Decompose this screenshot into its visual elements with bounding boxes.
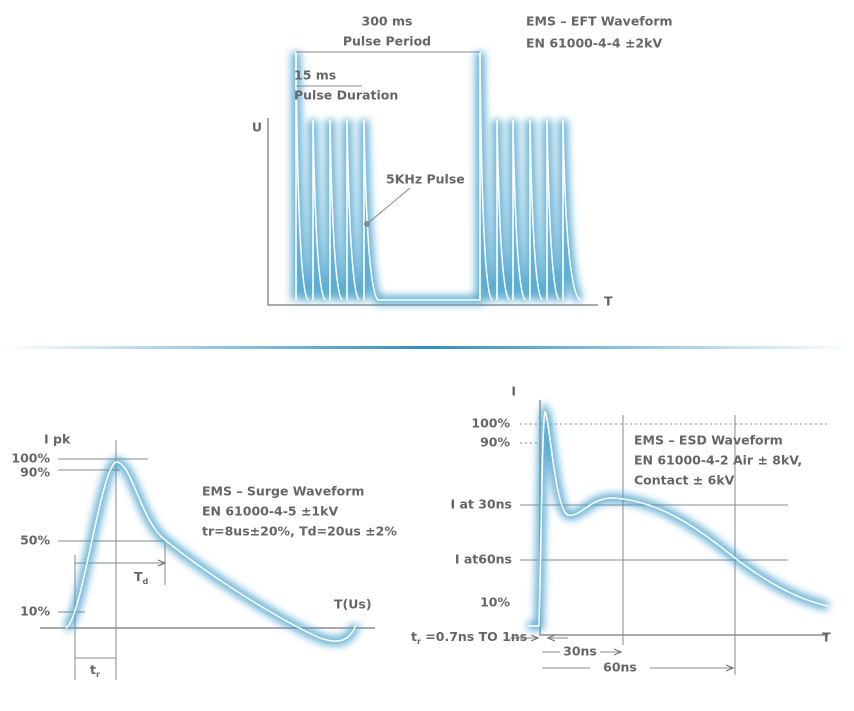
surge-standard: EN 61000-4-5 ±1kV xyxy=(202,504,338,519)
td-sub: d xyxy=(143,577,149,586)
level-label: 10% xyxy=(20,604,50,619)
level-label: 10% xyxy=(480,595,510,610)
period-label: 300 ms xyxy=(362,14,413,29)
esd-standard: EN 61000-4-2 Air ± 8kV, xyxy=(634,453,802,468)
pulse-label: 5KHz Pulse xyxy=(386,172,465,187)
surge-waveform xyxy=(65,461,357,642)
td-label: Td xyxy=(134,569,149,586)
esd-contact: Contact ± 6kV xyxy=(634,473,735,488)
y-axis-label: I pk xyxy=(44,432,71,447)
divider xyxy=(0,346,854,349)
esd-diagram: I 100% 90% I at 30ns I at60ns 10% T tr =… xyxy=(411,384,831,676)
level-label: 90% xyxy=(480,435,510,450)
level-label: 100% xyxy=(11,451,50,466)
level-label: I at 30ns xyxy=(451,497,513,512)
surge-spec: tr=8us±20%, Td=20us ±2% xyxy=(202,524,397,539)
level-label: 50% xyxy=(20,533,50,548)
x-axis-label: T xyxy=(822,630,831,645)
tr-label: tr xyxy=(90,662,100,679)
y-axis-label: U xyxy=(252,120,262,135)
surge-diagram: I pk 100% 90% 50% 10% Td tr T(Us) EMS – … xyxy=(11,432,397,680)
level-label: 100% xyxy=(471,416,510,431)
axis xyxy=(267,118,598,306)
y-axis-label: I xyxy=(511,384,516,399)
tr-sub: r xyxy=(96,670,100,679)
surge-title: EMS – Surge Waveform xyxy=(202,484,364,499)
x-axis-label: T xyxy=(604,294,613,309)
duration-label: 15 ms xyxy=(294,68,336,83)
td-main: T xyxy=(134,569,143,584)
eft-waveform xyxy=(291,51,584,305)
eft-standard: EN 61000-4-4 ±2kV xyxy=(526,36,662,51)
duration-caption: Pulse Duration xyxy=(294,88,398,103)
t60-label: 60ns xyxy=(603,660,637,675)
tr-main: t xyxy=(411,629,417,644)
t30-label: 30ns xyxy=(563,644,597,659)
x-axis-label: T(Us) xyxy=(334,597,372,612)
dashed-lines xyxy=(520,423,830,444)
tr-sub: r xyxy=(417,637,421,646)
level-label: 90% xyxy=(20,465,50,480)
eft-diagram: 300 ms Pulse Period 15 ms Pulse Duration… xyxy=(252,14,673,309)
period-caption: Pulse Period xyxy=(343,34,431,49)
esd-waveform xyxy=(528,410,829,627)
tr-rest: =0.7ns TO 1ns xyxy=(421,629,527,644)
pulse-dot xyxy=(364,221,370,227)
annotation-lines xyxy=(296,51,480,225)
eft-title: EMS – EFT Waveform xyxy=(526,14,673,29)
esd-title: EMS – ESD Waveform xyxy=(634,433,783,448)
tr-main: t xyxy=(90,662,96,677)
level-label: I at60ns xyxy=(455,552,512,567)
tr-label: tr =0.7ns TO 1ns xyxy=(411,629,527,646)
